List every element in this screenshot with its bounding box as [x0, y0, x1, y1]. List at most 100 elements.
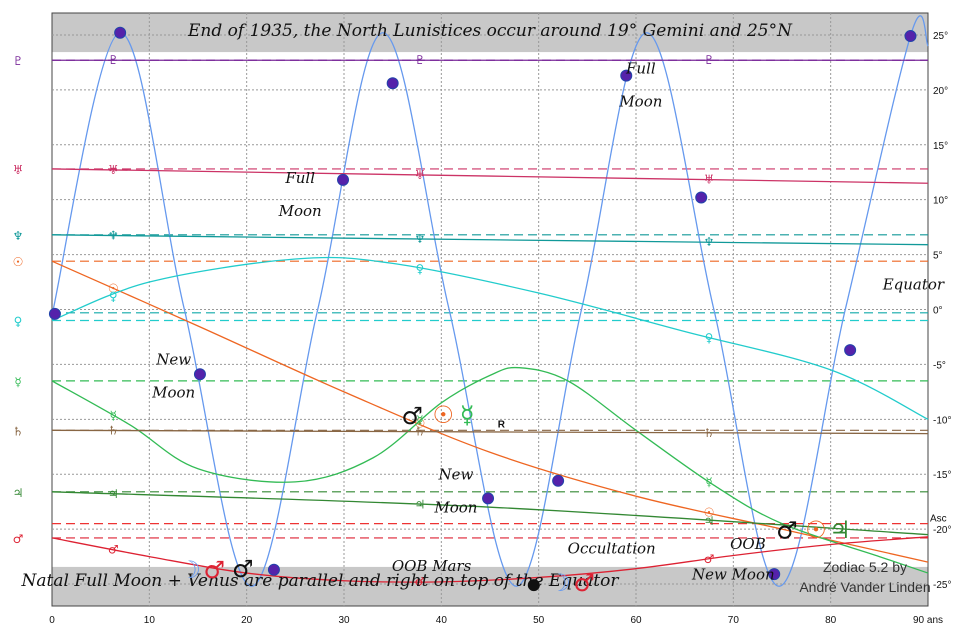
series-line-body3 [51, 234, 929, 246]
annotation-text: OOB Mars [392, 557, 472, 575]
conjunction-glyph: ☉ [433, 401, 455, 429]
y-tick-label: 20° [933, 86, 948, 97]
y-tick-label: 5° [933, 251, 943, 262]
y-tick-label: -20° [933, 525, 951, 536]
series-glyph-marker: ♄ [108, 424, 119, 438]
moon-phase-marker [904, 30, 917, 43]
natal-mars-glyph: ♂ [776, 516, 798, 544]
series-glyph-marker: ♇ [415, 53, 426, 67]
natal-glyph: ♀ [14, 314, 23, 328]
annotation-text: Moon [151, 383, 195, 401]
natal-mars-glyph: ♂ [401, 402, 423, 430]
moon-phase-marker [695, 191, 708, 204]
series-line-body6 [51, 366, 929, 574]
x-tick-label: 10 [144, 615, 156, 626]
x-tick-label: 60 [630, 615, 642, 626]
chart-footer: Natal Full Moon + Venus are parallel and… [21, 571, 620, 591]
annotation-text: Moon [433, 499, 477, 517]
annotation-text: OOB [730, 535, 766, 553]
x-tick-label: 30 [338, 615, 350, 626]
series-glyph-marker: ♇ [108, 53, 119, 67]
natal-glyph: ♅ [13, 163, 24, 177]
series-glyph-marker: ♀ [109, 289, 118, 303]
moon-phase-marker [386, 77, 399, 90]
credit-line-2: André Vander Linden [799, 579, 930, 595]
x-tick-label: 90 ans [913, 615, 943, 626]
series-line-body7 [51, 429, 929, 435]
y-tick-label: -15° [933, 470, 951, 481]
series-glyph-marker: ♃ [704, 514, 715, 528]
series-glyph-marker: ♄ [704, 426, 715, 440]
y-tick-label: 10° [933, 196, 948, 207]
conjunction-glyph: ☽ [179, 556, 201, 584]
annotation-text: Equator [882, 276, 945, 294]
series-glyph-marker: ♀ [416, 262, 425, 276]
natal-glyph: ☿ [14, 375, 21, 389]
series-glyph-marker: ♇ [704, 53, 715, 67]
annotation-text: Moon [618, 92, 662, 110]
series-glyph-marker: ♂ [704, 552, 715, 566]
y-tick-label: 0° [933, 306, 943, 317]
oob-band-south [52, 566, 928, 606]
x-tick-label: 80 [825, 615, 837, 626]
conjunction-glyph: ♂ [203, 556, 225, 584]
natal-glyph: ♂ [13, 532, 24, 546]
moon-phase-marker [844, 344, 857, 357]
natal-glyph: ♄ [13, 424, 24, 438]
moon-phase-marker [48, 307, 61, 320]
x-tick-label: 20 [241, 615, 253, 626]
natal-glyph: ♆ [13, 229, 24, 243]
moon-phase-marker [552, 474, 565, 487]
conjunction-glyph: ☿ [460, 401, 475, 429]
annotation-text: Occultation [568, 539, 656, 557]
series-glyph-marker: ♂ [108, 543, 119, 557]
series-glyph-marker: ♆ [704, 235, 715, 249]
series-line-body8 [51, 491, 929, 536]
moon-phase-marker [620, 69, 633, 82]
series-line-moon [51, 15, 929, 587]
y-tick-label: -5° [933, 360, 946, 371]
moon-phase-marker [193, 368, 206, 381]
moon-phase-marker [337, 173, 350, 186]
moon-phase-marker [114, 26, 127, 39]
moon-phase-marker [267, 563, 280, 576]
oob-band-north [52, 13, 928, 53]
asc-label: Asc [930, 514, 947, 525]
conjunction-glyph: ☽ [549, 569, 571, 597]
annotation-text: Full [284, 169, 315, 187]
natal-glyph: ☉ [13, 255, 24, 269]
series-line-body5 [51, 256, 929, 420]
x-tick-label: 0 [49, 615, 55, 626]
y-tick-label: -10° [933, 415, 951, 426]
annotation-text: Moon [278, 202, 322, 220]
series-glyph-marker: ♆ [415, 232, 426, 246]
natal-glyph: ♇ [13, 54, 24, 68]
series-glyph-marker: ♃ [415, 498, 426, 512]
y-tick-label: 25° [933, 31, 948, 42]
natal-mars-glyph: ♂ [232, 555, 254, 583]
series-glyph-marker: ☿ [416, 413, 423, 427]
series-glyph-marker: ♄ [415, 425, 426, 439]
series-glyph-marker: ♅ [415, 168, 426, 182]
series-line-body2 [51, 168, 929, 184]
series-glyph-marker: ☿ [705, 475, 712, 489]
series-line-body9 [51, 536, 929, 583]
moon-phase-marker [768, 568, 781, 581]
x-tick-label: 40 [436, 615, 448, 626]
conjunction-glyph: ♂ [573, 569, 595, 597]
conjunction-glyph: ☉ [805, 516, 827, 544]
series-glyph-marker: ♆ [108, 229, 119, 243]
series-glyph-marker: ♂ [415, 575, 426, 589]
series-glyph-marker: ♀ [705, 331, 714, 345]
natal-glyph: ♃ [13, 486, 24, 500]
series-glyph-marker: ☿ [110, 408, 117, 422]
annotation-text: New [155, 350, 191, 368]
credit-line-1: Zodiac 5.2 by [823, 559, 907, 575]
x-tick-label: 50 [533, 615, 545, 626]
series-glyph-marker: ♅ [108, 163, 119, 177]
x-tick-label: 70 [728, 615, 740, 626]
y-tick-label: -25° [933, 580, 951, 591]
series-glyph-marker: ☉ [108, 281, 119, 295]
